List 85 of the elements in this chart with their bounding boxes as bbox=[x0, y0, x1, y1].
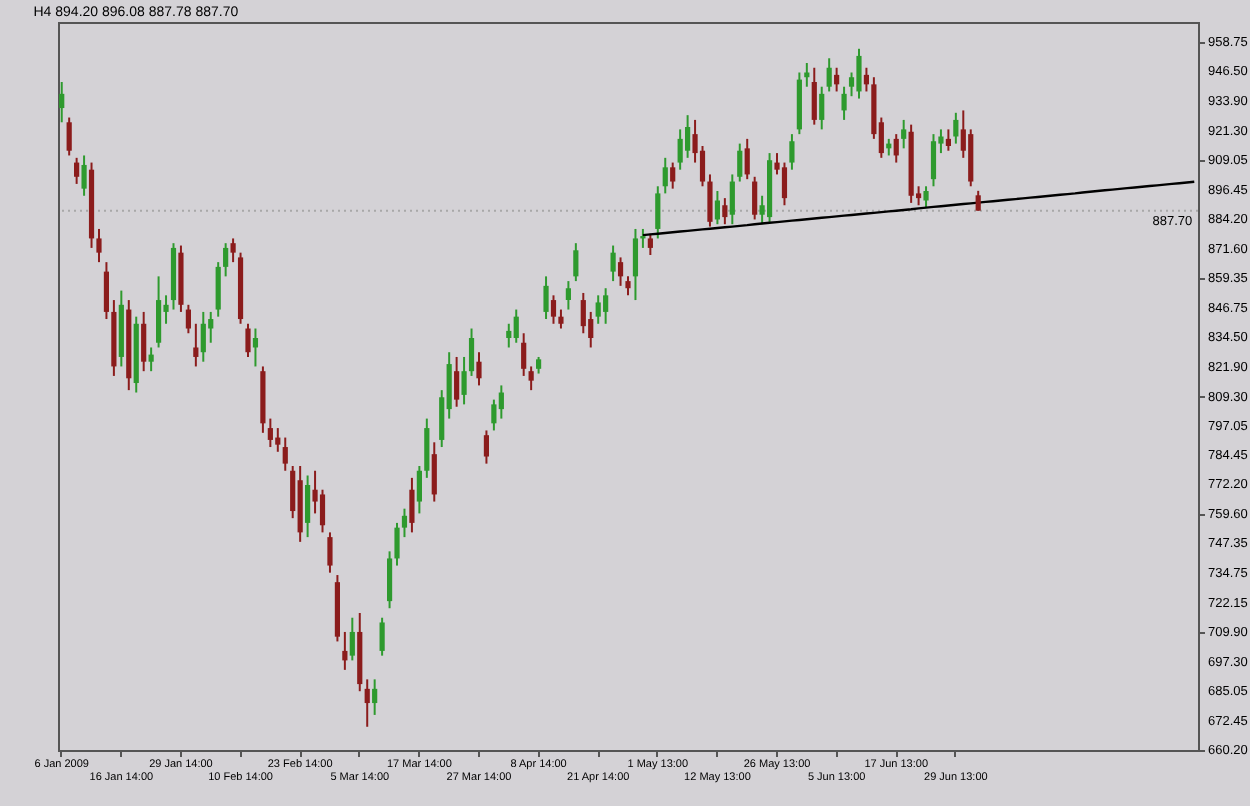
candlestick bbox=[424, 417, 430, 479]
candlestick bbox=[737, 142, 743, 183]
candlestick bbox=[282, 436, 288, 472]
candlestick bbox=[789, 133, 795, 171]
candlestick bbox=[319, 488, 326, 534]
candlestick bbox=[521, 332, 527, 377]
candlestick bbox=[819, 85, 825, 131]
candlestick bbox=[483, 429, 490, 465]
candlestick bbox=[968, 128, 974, 188]
candlestick bbox=[141, 310, 147, 373]
candlestick bbox=[856, 47, 862, 100]
candlestick bbox=[953, 111, 959, 145]
candlestick bbox=[468, 327, 475, 377]
candlestick bbox=[804, 62, 810, 88]
candlestick bbox=[103, 261, 110, 321]
candlestick bbox=[670, 161, 676, 190]
candlestick bbox=[342, 630, 348, 671]
candlestick bbox=[416, 465, 422, 515]
candlestick bbox=[729, 173, 735, 226]
candlestick bbox=[305, 474, 311, 539]
candlestick bbox=[431, 441, 437, 503]
candlestick bbox=[811, 66, 817, 126]
candlestick bbox=[610, 244, 616, 283]
candlestick bbox=[66, 116, 72, 157]
candlestick bbox=[573, 242, 579, 283]
candlestick bbox=[975, 189, 981, 212]
candlestick bbox=[685, 114, 691, 159]
candlestick bbox=[148, 346, 154, 373]
candlestick bbox=[752, 175, 758, 221]
candlestick bbox=[215, 261, 221, 318]
candlestick bbox=[901, 118, 907, 150]
candlestick bbox=[722, 197, 728, 226]
candlestick bbox=[461, 355, 467, 406]
candlestick bbox=[349, 616, 355, 662]
candlestick bbox=[364, 678, 370, 728]
candlestick bbox=[81, 154, 87, 197]
candlestick bbox=[252, 327, 259, 368]
candlestick bbox=[744, 137, 750, 181]
candlestick bbox=[677, 128, 683, 171]
candlestick bbox=[327, 531, 333, 574]
candlestick bbox=[632, 227, 639, 302]
candlestick bbox=[200, 310, 206, 363]
candlestick bbox=[528, 365, 534, 392]
candlestick bbox=[923, 185, 929, 209]
candlestick bbox=[275, 427, 281, 453]
candlestick bbox=[834, 66, 840, 93]
candlestick bbox=[74, 156, 80, 185]
candlestick bbox=[930, 133, 937, 188]
candlestick bbox=[826, 57, 832, 93]
candlestick bbox=[476, 351, 482, 387]
line-series bbox=[641, 180, 1196, 237]
candlestick bbox=[863, 66, 870, 93]
candlestick bbox=[558, 308, 564, 330]
candlestick bbox=[662, 156, 668, 195]
candlestick bbox=[245, 322, 251, 358]
candlestick bbox=[491, 398, 497, 432]
candlestick bbox=[208, 310, 214, 344]
candlestick bbox=[893, 133, 899, 164]
candlestick bbox=[647, 232, 653, 257]
candlestick bbox=[781, 161, 788, 207]
candlestick bbox=[841, 85, 847, 121]
candlestick bbox=[617, 256, 624, 287]
candlestick bbox=[543, 275, 549, 321]
candlestick bbox=[640, 227, 646, 249]
candlestick bbox=[595, 294, 601, 325]
candlestick bbox=[409, 476, 415, 534]
candlestick bbox=[193, 322, 199, 368]
candlestick bbox=[580, 291, 586, 335]
candlestick bbox=[603, 287, 609, 325]
candlestick bbox=[714, 190, 721, 226]
candlestick bbox=[59, 80, 65, 124]
candlestick bbox=[655, 185, 661, 240]
candlestick bbox=[565, 280, 571, 311]
candlestick bbox=[945, 128, 951, 152]
candlestick bbox=[513, 308, 519, 344]
candlestick bbox=[379, 616, 385, 657]
candlestick bbox=[506, 322, 512, 349]
candlestick bbox=[550, 294, 557, 325]
candlestick bbox=[230, 237, 236, 264]
candlestick bbox=[454, 355, 460, 408]
candlestick bbox=[372, 678, 378, 716]
candlestick bbox=[185, 303, 191, 335]
candlestick bbox=[498, 384, 504, 420]
candlestick bbox=[223, 242, 229, 278]
candlestick bbox=[155, 275, 162, 349]
